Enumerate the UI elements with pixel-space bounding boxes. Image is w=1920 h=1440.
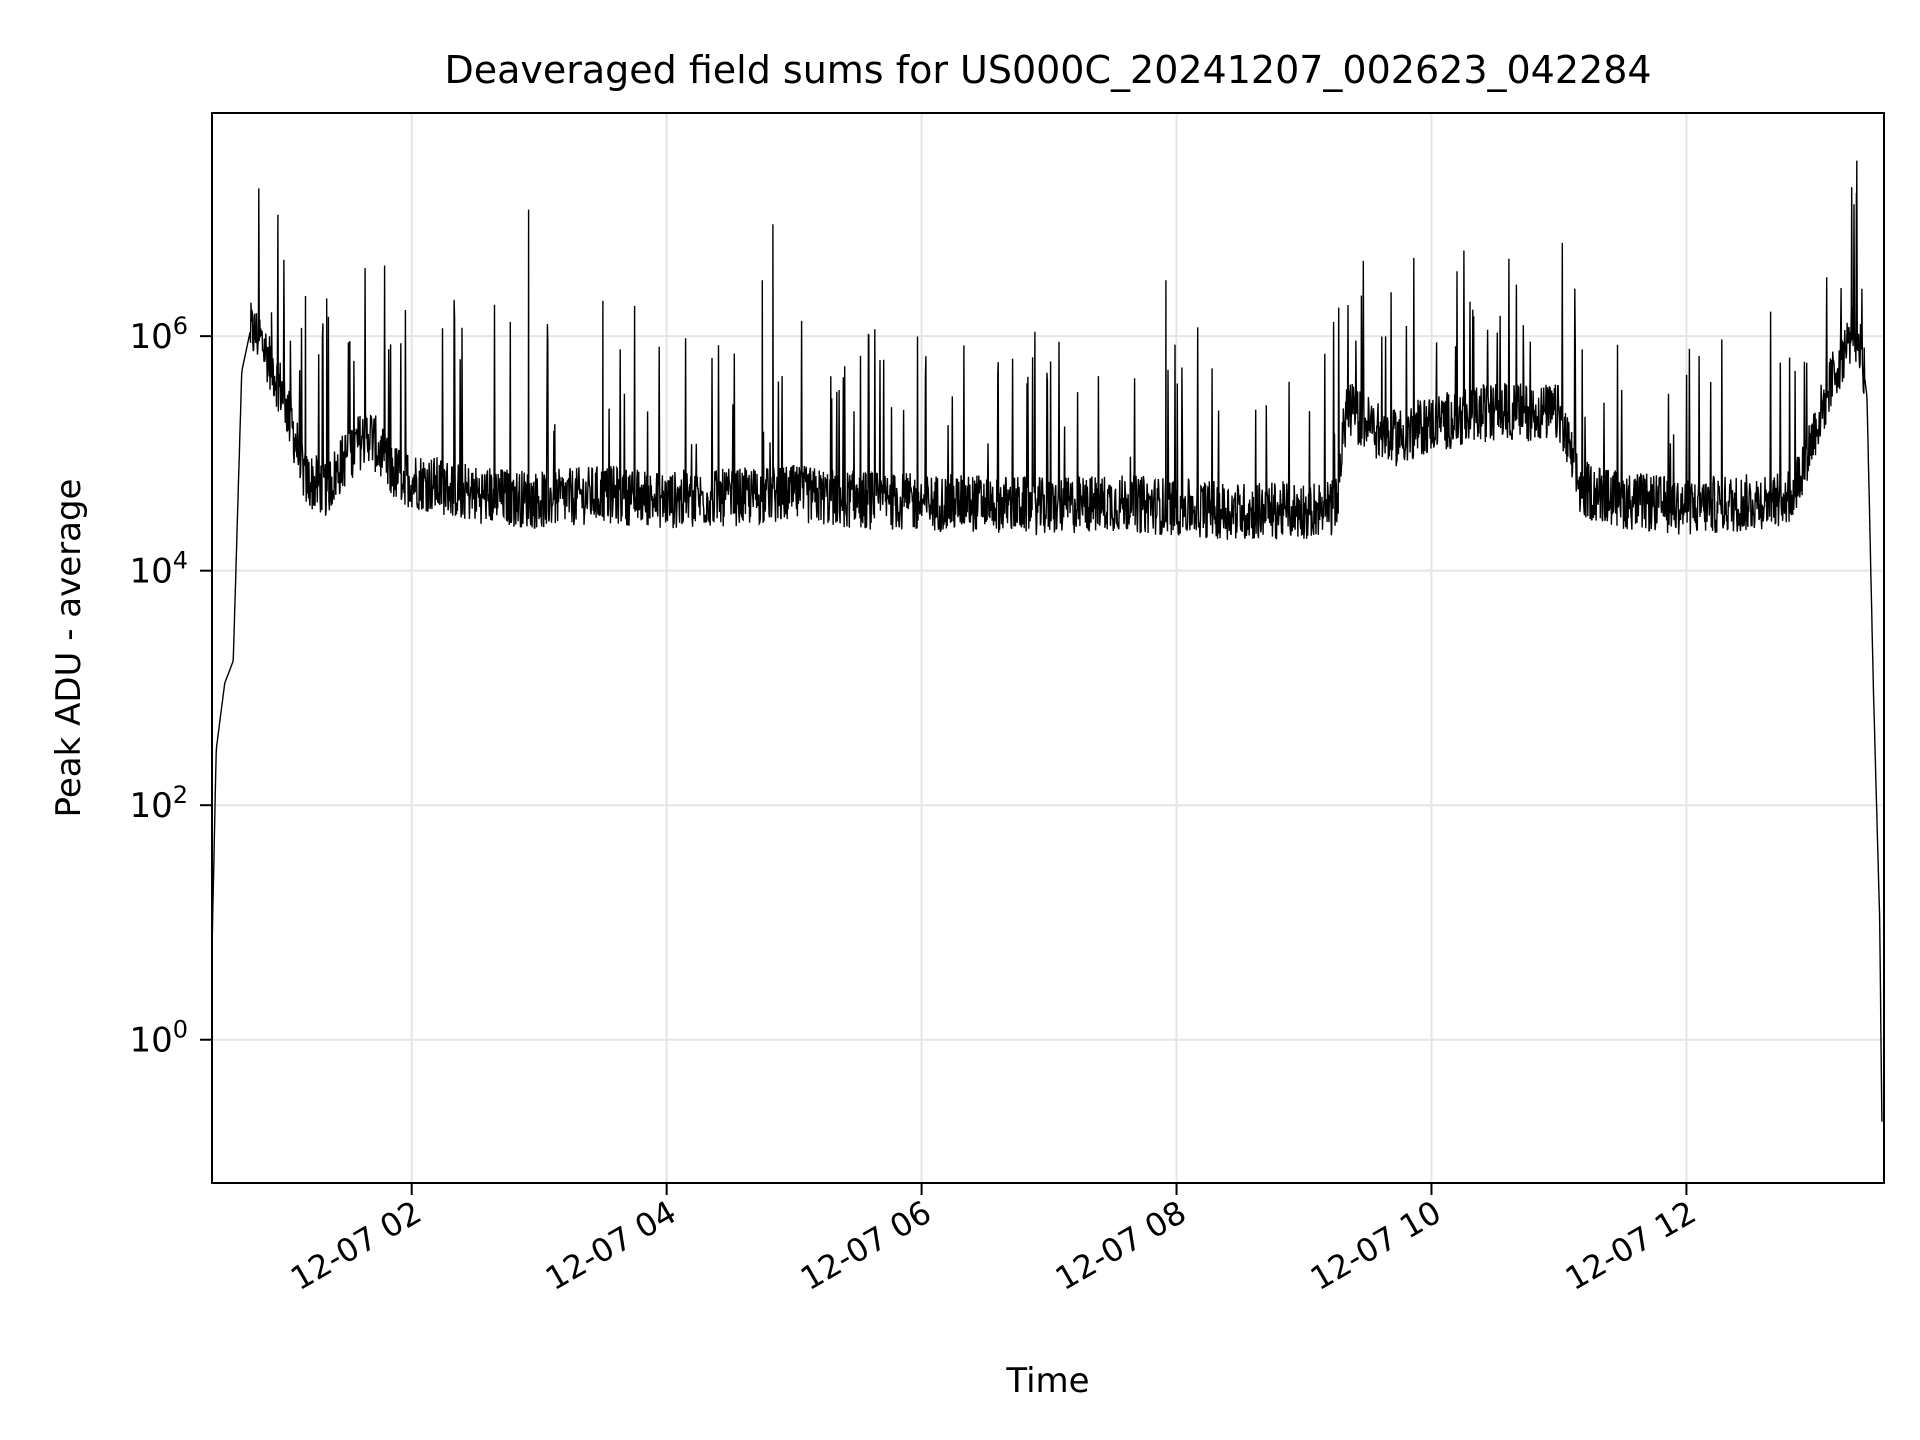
y-axis-ticks: 100 102 104 106 bbox=[129, 312, 212, 1061]
chart-title: Deaveraged field sums for US000C_2024120… bbox=[444, 48, 1651, 92]
y-axis-label: Peak ADU - average bbox=[49, 479, 89, 818]
y-tick-label: 102 bbox=[129, 781, 188, 826]
x-tick-label: 12-07 10 bbox=[1304, 1193, 1448, 1298]
series-line bbox=[212, 160, 1883, 1122]
y-tick-label: 106 bbox=[129, 312, 188, 357]
y-tick-label: 104 bbox=[129, 547, 188, 592]
x-tick-label: 12-07 04 bbox=[539, 1193, 683, 1298]
plot-frame bbox=[211, 112, 1885, 1184]
x-tick-label: 12-07 08 bbox=[1049, 1193, 1193, 1298]
grid-lines bbox=[212, 113, 1884, 1183]
x-tick-label: 12-07 12 bbox=[1559, 1193, 1703, 1298]
x-tick-label: 12-07 06 bbox=[794, 1193, 938, 1298]
x-axis-ticks: 12-07 02 12-07 04 12-07 06 12-07 08 12-07 10… bbox=[284, 1183, 1702, 1298]
y-tick-label: 100 bbox=[129, 1016, 188, 1061]
x-tick-label: 12-07 02 bbox=[284, 1193, 428, 1298]
x-axis-label: Time bbox=[1005, 1361, 1089, 1401]
